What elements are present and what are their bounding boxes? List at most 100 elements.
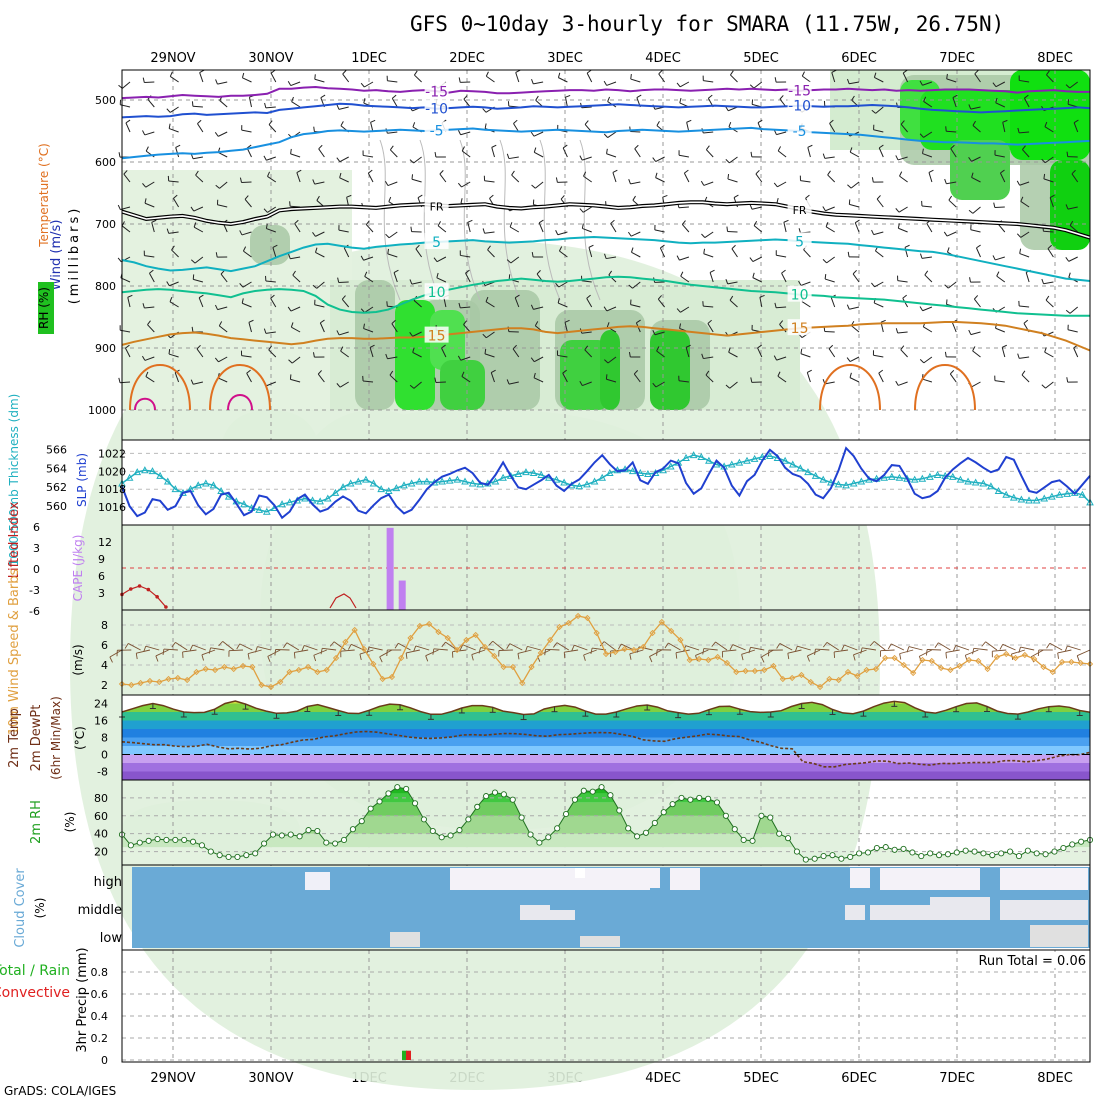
precip-tick-label: 0 <box>101 1054 108 1067</box>
wind-barb <box>342 73 350 83</box>
precip-tick-label: 0.4 <box>91 1010 109 1023</box>
wind-barb <box>219 181 228 189</box>
wind10-barb <box>899 649 914 655</box>
rh-shade-mid <box>470 290 540 410</box>
thickness-point <box>499 473 507 481</box>
wind-barb-flag <box>969 277 971 283</box>
wind-barb-flag <box>681 220 686 225</box>
wind-barb-flag <box>485 71 489 77</box>
wind10-barb <box>163 648 178 651</box>
wind-barb <box>193 206 204 212</box>
wind-barb <box>266 381 276 387</box>
thickness-point <box>529 469 538 477</box>
wind10-barb-flag <box>347 644 352 650</box>
wind-barb-flag <box>489 194 494 199</box>
wind10-barb-flag <box>981 641 986 647</box>
rh2m-units-label: (%) <box>63 812 77 833</box>
wind-barb <box>338 229 349 233</box>
wind10-barb <box>761 649 774 658</box>
wind-barb-flag <box>242 246 247 252</box>
date-label-top: 7DEC <box>939 51 975 66</box>
thickness-point <box>1017 495 1026 503</box>
wind-barb-flag <box>506 153 510 159</box>
temp-band <box>122 754 1090 763</box>
wind-barb <box>557 354 568 358</box>
isotherm-label: -10 <box>425 102 448 118</box>
wind-barb <box>801 301 811 308</box>
lifted-tick-label: 6 <box>33 521 40 534</box>
wind-barb <box>511 174 520 183</box>
isotherm-label: FR <box>430 200 444 213</box>
thickness-point <box>323 494 332 502</box>
date-label-top: 29NOV <box>150 51 195 66</box>
wind10-point <box>602 650 610 658</box>
wind-barb-flag <box>484 123 487 129</box>
rh2m-point <box>802 856 809 863</box>
rh-legend-swatch <box>38 282 54 334</box>
wind-barb <box>873 354 884 358</box>
slp-tick-label: 1020 <box>98 465 126 478</box>
wind10-barb-flag <box>906 646 910 653</box>
wind10-point <box>584 614 591 622</box>
rh2m-point <box>625 825 632 832</box>
wind-barb-flag <box>750 377 753 383</box>
wind-barb <box>173 198 180 208</box>
wind10-point <box>844 668 852 676</box>
wind-barb-flag <box>708 94 713 99</box>
wind-barb-flag <box>846 304 850 310</box>
wind-barb-flag <box>125 119 131 124</box>
wind-barb <box>562 147 568 158</box>
wind-barb <box>902 72 909 83</box>
wind-barb-flag <box>531 184 536 189</box>
rh2m-point <box>376 798 383 805</box>
date-label-top: 30NOV <box>248 51 293 66</box>
isotherm-label: 15 <box>428 329 446 345</box>
thickness-point <box>522 468 530 476</box>
minmax-axis-label: (6hr Min/Max) <box>49 696 63 780</box>
wind-barb-flag <box>123 170 128 175</box>
wind-barb-flag <box>1016 180 1021 186</box>
wind-barb <box>1045 299 1054 308</box>
wind-barb-flag <box>968 209 974 214</box>
wind10-barb <box>826 641 839 651</box>
wind10-point <box>975 657 982 665</box>
isotherm-label-bg <box>424 82 449 99</box>
wind-barb-flag <box>1020 196 1024 202</box>
wind-barb-flag <box>656 120 660 126</box>
wind-barb <box>565 97 568 108</box>
wind-barb-flag <box>270 294 275 299</box>
wind-barb <box>995 102 1006 108</box>
wind-barb-flag <box>169 71 173 77</box>
slp-tick-label: 1018 <box>98 483 126 496</box>
temp-tick-label: -8 <box>97 766 108 779</box>
wind10-barb-flag <box>379 656 383 663</box>
thickness-point <box>468 479 477 487</box>
wind-barb <box>463 324 471 333</box>
wind-barb-flag <box>272 244 278 248</box>
thickness-point <box>407 479 416 487</box>
wind-barb-flag <box>270 69 276 74</box>
wind-barb <box>192 105 203 108</box>
thickness-point <box>811 471 820 479</box>
thickness-point <box>887 472 896 480</box>
rh2m-point <box>713 799 721 806</box>
date-label-top: 1DEC <box>351 51 387 66</box>
isotherm-label: 5 <box>795 234 804 250</box>
wind-barb <box>484 353 495 358</box>
wind-barb-flag <box>805 194 810 199</box>
wind-barb <box>144 81 155 84</box>
wind-barb <box>364 306 374 313</box>
wind-barb <box>807 147 811 158</box>
wind10-barb-flag <box>201 654 205 661</box>
wind-barb <box>582 156 592 161</box>
wind-barb-flag <box>340 346 344 352</box>
thickness-point <box>202 479 210 487</box>
wind-barb <box>460 254 471 258</box>
wind10-barb-flag <box>794 645 798 652</box>
wind-barb <box>241 129 252 133</box>
lifted-index-point <box>146 587 151 592</box>
wind-barb <box>220 273 228 283</box>
wind10-barb <box>732 644 746 651</box>
temp-tick-label: 24 <box>94 698 108 711</box>
sounding-temp-label: Temperature (°C) <box>37 143 51 248</box>
